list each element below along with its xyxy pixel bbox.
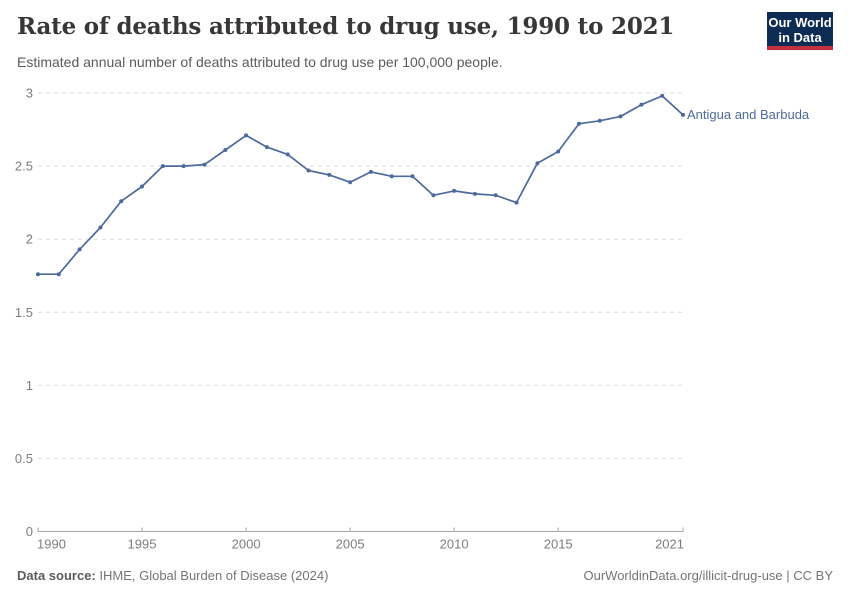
y-tick-label: 0 xyxy=(26,524,33,539)
credit-link[interactable]: OurWorldinData.org/illicit-drug-use | CC… xyxy=(583,568,834,583)
owid-logo-line2: in Data xyxy=(778,30,822,45)
y-tick-label: 0.5 xyxy=(15,451,33,466)
y-tick-label: 2 xyxy=(26,232,33,247)
x-tick-label: 2021 xyxy=(655,537,684,552)
data-point[interactable] xyxy=(348,180,353,185)
x-tick-label: 2015 xyxy=(544,537,573,552)
y-tick-label: 1.5 xyxy=(15,305,33,320)
data-point[interactable] xyxy=(597,118,602,123)
data-point[interactable] xyxy=(119,199,124,204)
data-point[interactable] xyxy=(452,188,457,193)
data-point[interactable] xyxy=(639,102,644,107)
data-point[interactable] xyxy=(327,172,332,177)
x-tick-label: 1995 xyxy=(128,537,157,552)
line-chart-plot-area[interactable]: 0 0.5 1 1.5 2 2.5 3 1990 1995 2000 2005 2010 2015 202… xyxy=(0,0,850,560)
y-tick-label: 3 xyxy=(26,86,33,101)
x-tick-label: 2010 xyxy=(440,537,469,552)
data-point[interactable] xyxy=(389,174,394,179)
owid-logo[interactable]: Our World in Data xyxy=(767,12,833,50)
data-source-label: Data source: xyxy=(17,568,96,583)
y-tick-label: 1 xyxy=(26,378,33,393)
data-point[interactable] xyxy=(140,184,144,189)
data-point[interactable] xyxy=(660,93,665,98)
data-point[interactable] xyxy=(223,148,228,152)
data-point[interactable] xyxy=(160,164,165,169)
data-point[interactable] xyxy=(98,225,103,230)
data-point[interactable] xyxy=(514,200,519,205)
line-series[interactable] xyxy=(37,95,684,276)
data-point[interactable] xyxy=(36,272,40,277)
data-point[interactable] xyxy=(56,272,61,277)
series-label-antigua-and-barbuda[interactable]: Antigua and Barbuda xyxy=(687,107,810,122)
page-title: Rate of deaths attributed to drug use, 1… xyxy=(17,13,675,40)
data-point[interactable] xyxy=(285,152,290,157)
data-point[interactable] xyxy=(681,112,685,117)
owid-logo-line1: Our World xyxy=(768,15,832,30)
x-tick-label: 2005 xyxy=(336,537,365,552)
chart-footer: Data source: IHME, Global Burden of Dise… xyxy=(0,568,850,583)
data-source: Data source: IHME, Global Burden of Dise… xyxy=(17,568,328,583)
data-point[interactable] xyxy=(556,149,561,154)
data-point[interactable] xyxy=(535,161,540,166)
chart-subtitle: Estimated annual number of deaths attrib… xyxy=(17,54,503,70)
data-point[interactable] xyxy=(77,247,82,252)
data-point[interactable] xyxy=(202,162,207,167)
y-tick-label: 2.5 xyxy=(15,159,33,174)
data-point[interactable] xyxy=(493,193,498,198)
data-point[interactable] xyxy=(410,174,415,179)
x-tick-label: 1990 xyxy=(37,537,66,552)
x-tick-label: 2000 xyxy=(232,537,261,552)
data-point[interactable] xyxy=(431,193,436,198)
data-point[interactable] xyxy=(181,164,186,169)
data-source-text: IHME, Global Burden of Disease (2024) xyxy=(95,568,329,583)
data-point[interactable] xyxy=(306,168,311,173)
data-point[interactable] xyxy=(618,114,623,119)
data-point[interactable] xyxy=(244,133,249,138)
data-point[interactable] xyxy=(577,121,581,126)
data-point[interactable] xyxy=(368,169,373,174)
data-point[interactable] xyxy=(472,191,477,196)
data-point[interactable] xyxy=(264,145,269,150)
